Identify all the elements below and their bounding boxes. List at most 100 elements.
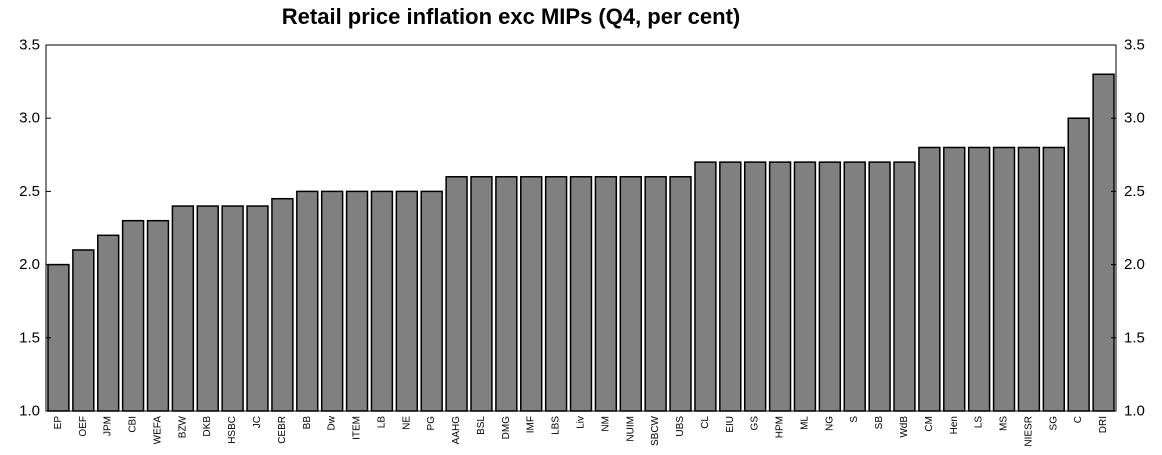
bar-bsl [470,176,493,412]
x-tick-label: S [849,416,860,423]
bar-ubs [669,176,692,412]
left-y-tick-label: 2.5 [19,183,40,200]
bar-ng [818,161,842,412]
bar-ml [793,161,817,412]
bars-group [47,73,1115,412]
x-tick-label: WEFA [152,416,163,445]
x-tick-label: WdB [899,416,910,438]
bar-sbcw [644,176,667,412]
x-tick-label: LBS [551,416,562,435]
chart-title: Retail price inflation exc MIPs (Q4, per… [281,4,741,29]
x-tick-label: CM [924,416,935,432]
bar-nm [594,176,618,412]
x-tick-label: AAHG [451,416,462,445]
bar-cl [694,161,717,412]
x-tick-label: NE [401,416,412,430]
bar-lbs [544,176,568,412]
bar-s [843,161,866,412]
bar-hen [943,146,966,412]
left-y-tick-label: 2.0 [19,256,40,273]
x-tick-label: SG [1048,416,1059,431]
x-tick-label: MS [999,416,1010,431]
bar-dw [320,190,344,412]
x-tick-label: CBI [128,416,139,433]
x-tick-label: BB [302,416,313,430]
x-tick-label: EIU [725,416,736,433]
x-tick-label: DMG [501,416,512,440]
x-tick-label: BSL [476,416,487,435]
bar-gs [743,161,767,412]
bar-sb [868,161,891,412]
x-tick-label: DKB [202,416,213,437]
x-tick-label: CL [700,416,711,429]
bar-dkb [196,205,219,412]
right-y-tick-label: 1.5 [1124,329,1145,346]
x-tick-label: EP [53,416,64,430]
bar-item [345,190,369,412]
bar-lb [370,190,394,412]
x-tick-label: Hen [949,416,960,434]
x-tick-label: LB [376,416,387,429]
bar-ne [395,190,419,412]
x-tick-label: Dw [327,415,338,430]
x-tick-label: NM [600,416,611,432]
bar-eiu [719,161,742,412]
x-tick-label: C [1073,416,1084,423]
bar-nuim [619,176,642,412]
bar-liv [569,176,593,412]
x-tick-label: NUIM [625,416,636,442]
bar-cbi [121,219,145,412]
left-y-tick-label: 1.5 [19,329,40,346]
left-y-tick-label: 3.0 [19,110,40,127]
x-tick-label: OEF [78,416,89,437]
right-y-tick-label: 3.5 [1124,37,1145,54]
bar-bzw [171,205,195,412]
x-tick-label: UBS [675,416,686,437]
right-y-tick-label: 3.0 [1124,110,1145,127]
right-y-tick-label: 2.5 [1124,183,1145,200]
bar-ls [967,146,991,412]
bar-jc [246,205,269,412]
bar-ep [47,263,70,412]
x-tick-label: NIESR [1023,416,1034,447]
x-tick-label: DRI [1098,416,1109,433]
bar-imf [520,176,543,412]
bar-dmg [495,176,518,412]
x-tick-label: IMF [526,416,537,433]
bar-bb [296,190,319,412]
bar-wdb [893,161,916,412]
x-tick-label: ML [799,416,810,430]
bar-oef [72,249,95,412]
bar-cm [918,146,941,412]
x-tick-label: SB [874,416,885,430]
left-y-axis: 1.0 1.5 2.0 2.5 3.0 3.5 [19,37,51,420]
bar-dri [1092,73,1115,412]
x-tick-label: NG [824,416,835,431]
bar-aahg [445,176,468,412]
x-tick-label: SBCW [650,415,661,446]
bar-jpm [97,234,120,412]
x-tick-label: HSBC [227,416,238,444]
right-y-tick-label: 2.0 [1124,256,1145,273]
bar-c [1067,117,1090,412]
right-y-axis: 1.0 1.5 2.0 2.5 3.0 3.5 [1111,37,1145,420]
bar-wefa [146,219,170,412]
x-tick-label: PG [426,416,437,431]
x-tick-label: Liv [576,416,587,429]
bar-sg [1042,146,1065,412]
x-tick-label: BZW [177,415,188,438]
bar-hsbc [221,205,244,412]
bar-niesr [1017,146,1041,412]
bar-cebr [271,197,294,412]
x-tick-label: ITEM [352,416,363,440]
x-tick-label: JC [252,416,263,428]
x-tick-label: HPM [775,416,786,438]
x-axis: EP OEF JPM CBI WEFA BZW DKB HSBC JC CEBR BB Dw ITEM L… [53,415,1109,446]
left-y-tick-label: 3.5 [19,37,40,54]
right-y-tick-label: 1.0 [1124,403,1145,420]
bar-pg [420,190,443,412]
left-y-tick-label: 1.0 [19,403,40,420]
x-tick-label: CEBR [277,416,288,444]
